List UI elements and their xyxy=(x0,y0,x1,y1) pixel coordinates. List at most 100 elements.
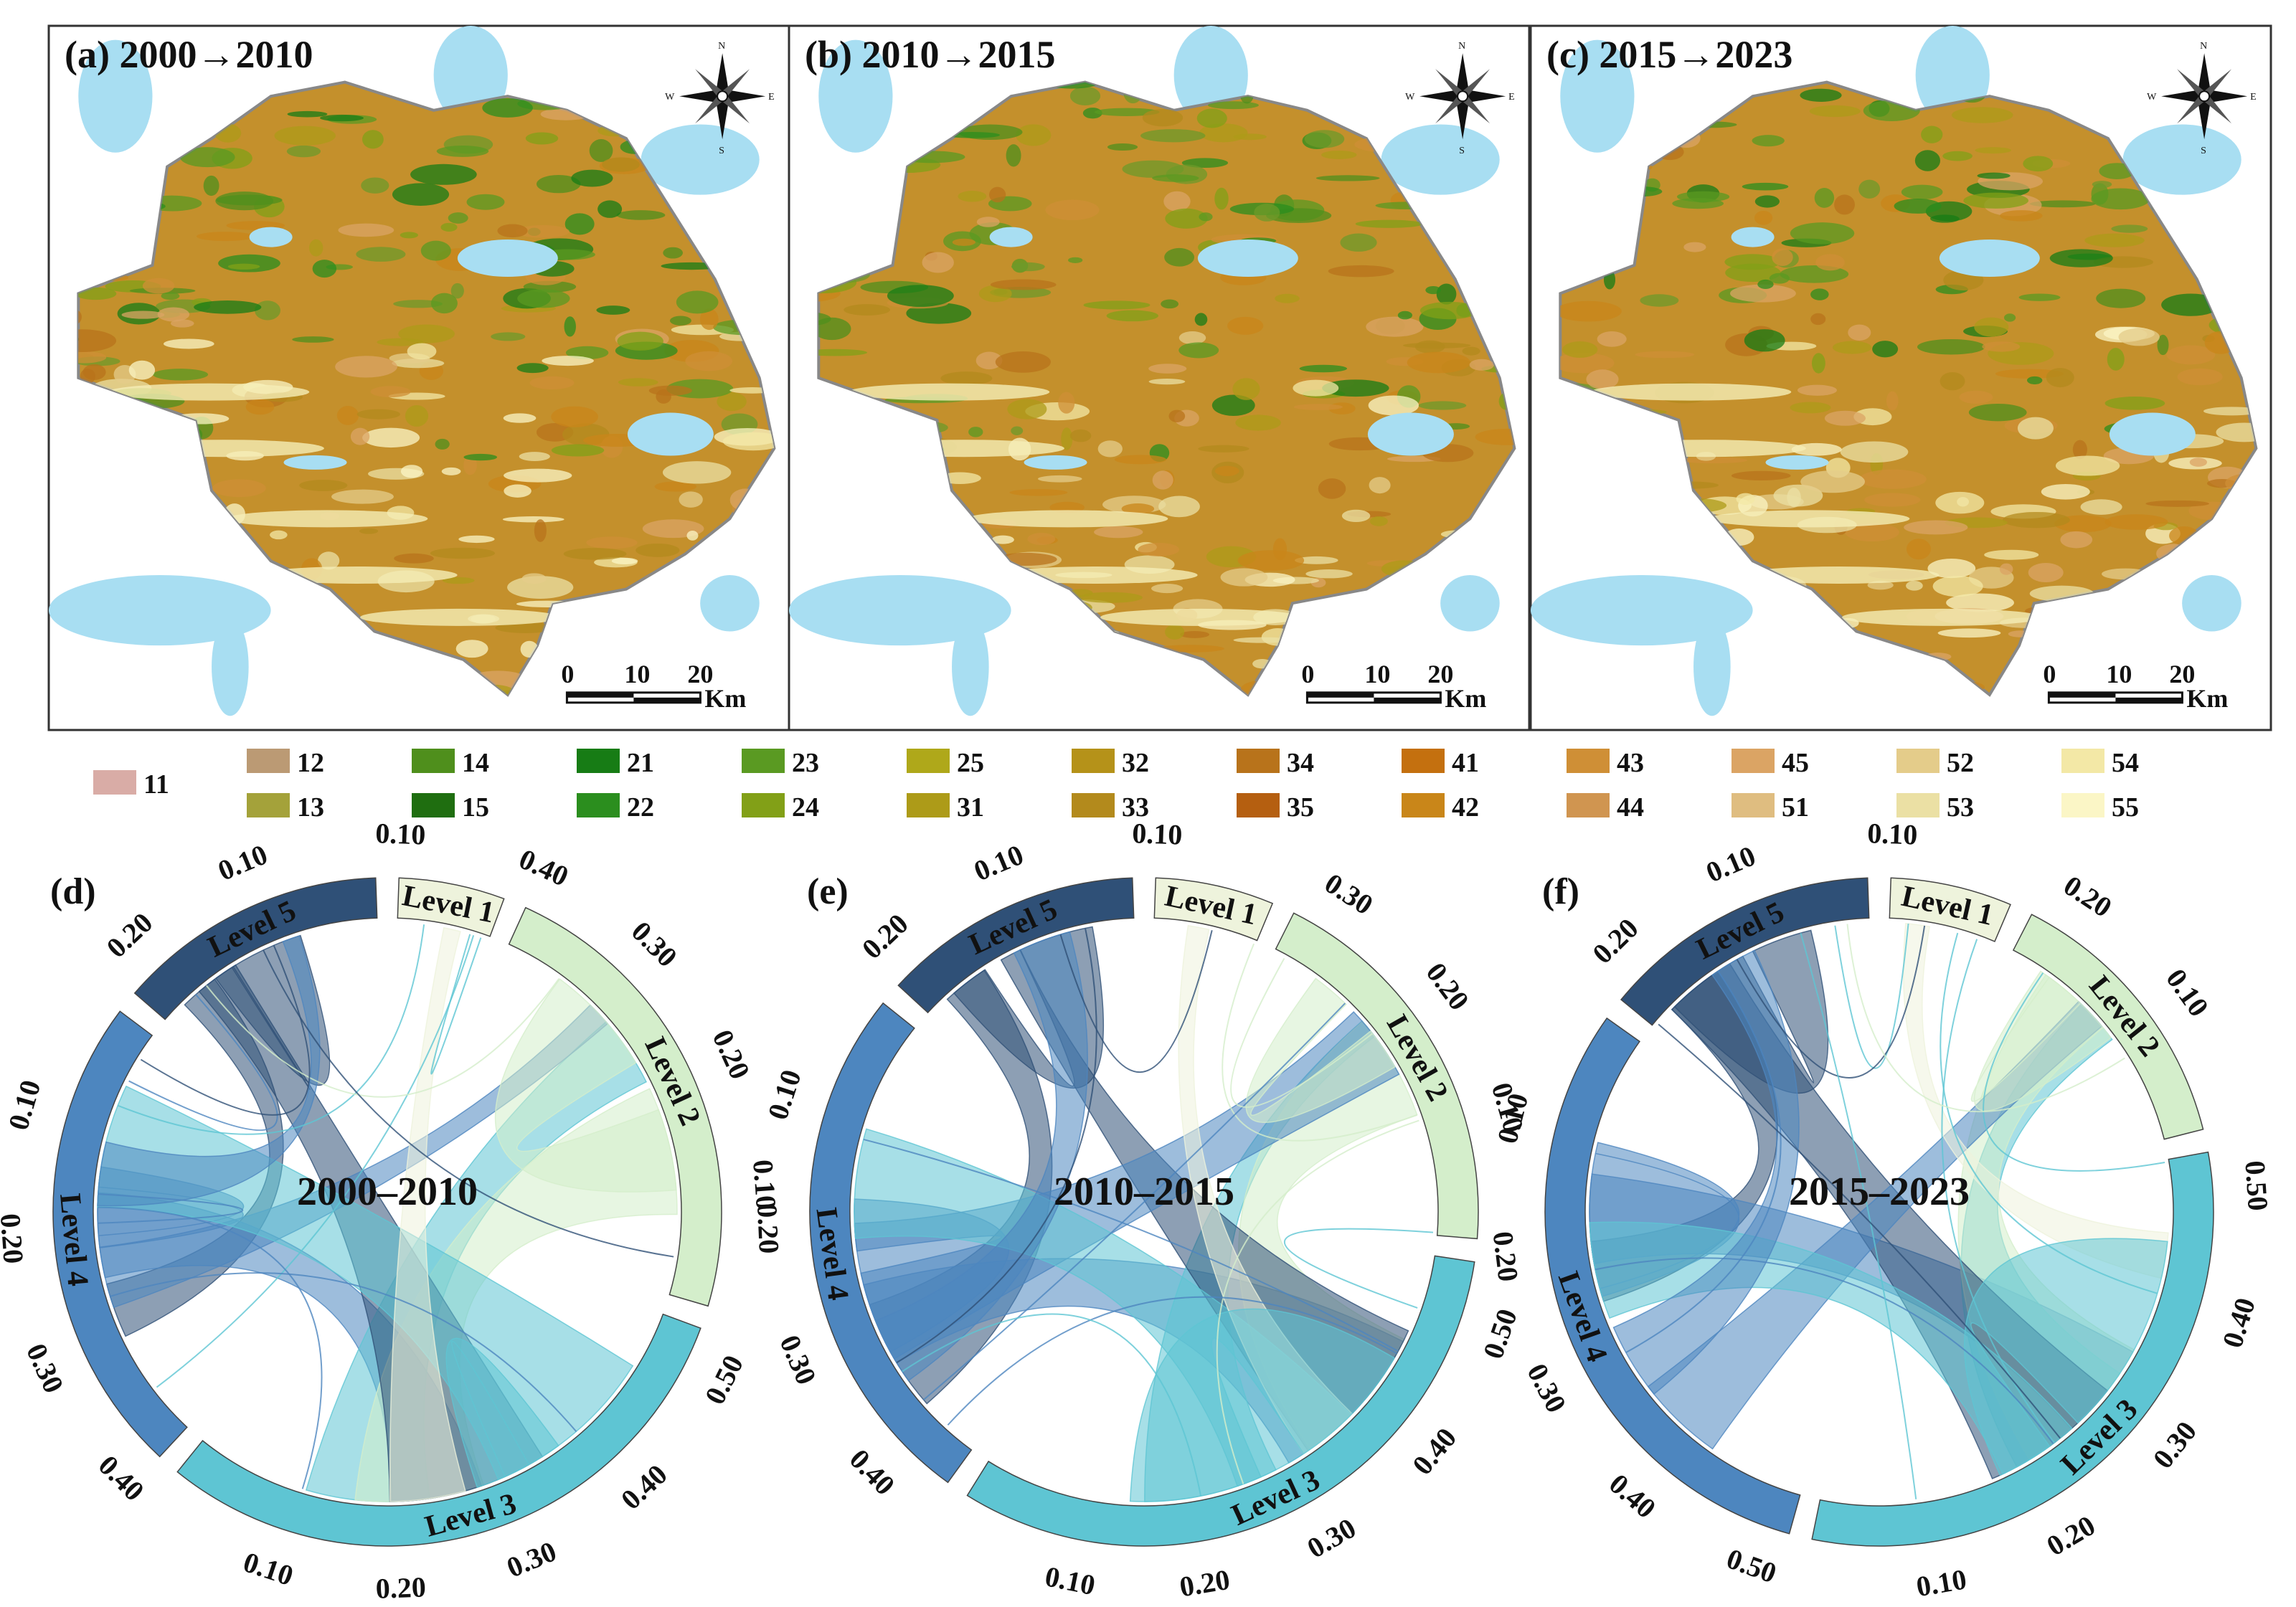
tick-label: 0.10 xyxy=(375,817,427,850)
land-patch xyxy=(686,531,699,541)
land-patch xyxy=(1769,272,1790,284)
land-patch xyxy=(1369,477,1391,494)
land-patch xyxy=(1121,503,1155,514)
legend-item-32: 32 xyxy=(1072,748,1149,778)
tick-label: 0.30 xyxy=(1319,867,1379,921)
chord-ribbon xyxy=(1129,1308,1395,1502)
land-patch xyxy=(1148,364,1187,374)
chord-link xyxy=(1625,970,1782,1354)
compass-w: W xyxy=(1405,92,1415,103)
land-patch xyxy=(597,200,623,218)
land-patch xyxy=(525,132,559,145)
land-patch xyxy=(940,371,993,386)
land-patch xyxy=(2080,499,2122,515)
land-patch xyxy=(1935,491,1985,514)
land-patch xyxy=(161,292,180,300)
map-title: (c) 2015→2023 xyxy=(1546,33,1792,76)
land-patch xyxy=(1078,592,1143,603)
legend-label: 35 xyxy=(1287,792,1314,823)
land-patch xyxy=(1341,509,1371,523)
level-arc xyxy=(133,877,378,1020)
land-patch xyxy=(362,427,420,448)
legend-item-31: 31 xyxy=(907,792,984,823)
legend-label: 41 xyxy=(1452,748,1479,778)
land-patch xyxy=(442,577,475,584)
lake xyxy=(1939,240,2040,278)
legend-swatch xyxy=(1732,793,1775,817)
legend-swatch xyxy=(742,749,785,773)
land-patch xyxy=(1295,556,1338,564)
compass-rose-icon: N S E W xyxy=(1405,41,1515,156)
land-patch xyxy=(717,392,747,412)
land-patch xyxy=(435,438,450,450)
land-patch xyxy=(1436,283,1457,305)
chord-link xyxy=(1230,957,1373,1108)
land-patch xyxy=(1560,300,1622,322)
land-patch xyxy=(1069,429,1092,442)
land-patch xyxy=(1815,254,1845,271)
land-patch xyxy=(618,378,658,387)
chord-link xyxy=(947,1296,1397,1426)
land-patch xyxy=(1932,576,1983,597)
land-patch xyxy=(121,311,165,319)
tick-label: 0.20 xyxy=(375,1570,427,1603)
lake xyxy=(249,227,293,247)
land-patch xyxy=(551,444,605,457)
legend-swatch xyxy=(907,793,950,817)
land-patch xyxy=(596,305,630,315)
land-band xyxy=(227,510,428,528)
tick-label: 0.10 xyxy=(2160,963,2215,1023)
land-patch xyxy=(336,406,359,425)
tick-label: 0.20 xyxy=(1487,1230,1525,1284)
chord-link xyxy=(1941,939,2055,1444)
scale-unit: Km xyxy=(1445,684,1486,713)
land-patch xyxy=(1586,369,1619,389)
legend-label: 51 xyxy=(1782,792,1809,823)
level-arc xyxy=(176,1313,701,1547)
legend-swatch xyxy=(577,793,620,817)
chord-link xyxy=(896,928,1097,1364)
land-patch xyxy=(1929,214,1960,223)
compass-s: S xyxy=(719,146,724,156)
land-patch xyxy=(356,409,400,419)
chord-link xyxy=(98,1193,244,1224)
land-patch xyxy=(448,212,468,224)
legend-item-12: 12 xyxy=(247,748,324,778)
compass-s: S xyxy=(1459,146,1465,156)
land-patch xyxy=(516,363,549,374)
land-patch xyxy=(320,114,364,122)
land-patch xyxy=(1038,475,1082,483)
land-patch xyxy=(1068,257,1083,264)
chord-link xyxy=(140,944,311,1116)
land-patch xyxy=(392,183,450,206)
land-patch xyxy=(1368,395,1419,416)
land-patch xyxy=(1562,341,1598,359)
land-patch xyxy=(1027,533,1056,546)
land-patch xyxy=(611,557,638,565)
land-patch xyxy=(1810,288,1829,300)
land-patch xyxy=(1419,301,1479,320)
land-patch xyxy=(450,283,464,299)
legend-swatch xyxy=(2061,749,2104,773)
lake xyxy=(627,412,714,456)
land-patch xyxy=(571,169,613,187)
land-patch xyxy=(356,247,406,262)
tick-label: 0.20 xyxy=(707,1025,757,1084)
land-patch xyxy=(564,213,595,235)
land-patch xyxy=(405,404,429,427)
land-patch xyxy=(818,317,851,341)
land-patch xyxy=(362,130,384,149)
land-patch xyxy=(1305,569,1353,579)
land-patch xyxy=(215,191,274,211)
land-patch xyxy=(430,293,458,314)
land-patch xyxy=(503,413,537,423)
land-patch xyxy=(1560,353,1615,374)
legend-label: 13 xyxy=(297,792,324,823)
land-patch xyxy=(534,519,547,542)
water-body xyxy=(952,617,989,716)
chord-link xyxy=(1284,1228,1434,1309)
land-patch xyxy=(1152,470,1173,490)
legend-swatch xyxy=(1072,793,1115,817)
